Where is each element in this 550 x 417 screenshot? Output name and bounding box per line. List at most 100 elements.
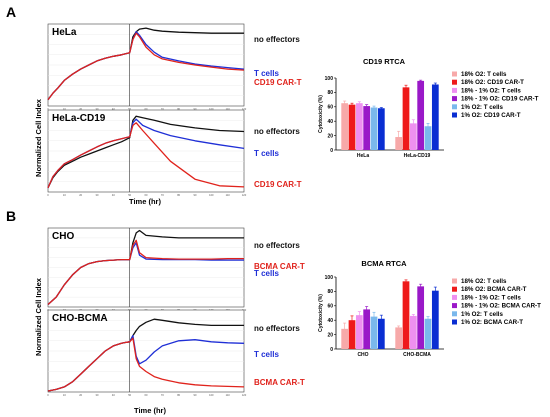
bar-1-o2-bcma-car-t-cho-bcma xyxy=(431,290,439,349)
x-tick-label: 90 xyxy=(194,107,197,111)
x-tick-label: 60 xyxy=(145,107,148,111)
curve-label-bcma-car-t: BCMA CAR-T xyxy=(254,262,305,271)
x-tick-label: 40 xyxy=(112,393,115,397)
category-label: CHO-BCMA xyxy=(403,352,431,358)
bar-18-o2-bcma-car-t-cho xyxy=(348,320,356,349)
y-tick-label: 0 xyxy=(330,148,333,154)
curve-label-cd19-car-t: CD19 CAR-T xyxy=(254,180,302,189)
x-tick-label: 80 xyxy=(177,193,180,197)
category-label: CHO xyxy=(357,352,368,358)
legend-label-1-o2-t-cells: 1% O2: T cells xyxy=(461,104,504,111)
rtca-chart-hela: 0 10 20 30 40 50 60 70 80 90 100 110 120 HeLa no effec… xyxy=(47,23,302,111)
y-tick-label: 100 xyxy=(325,275,334,281)
curve-label-no-effectors: no effectors xyxy=(254,127,300,136)
bar-1-o2-cd19-car-t-hela-cd19 xyxy=(431,84,439,150)
series-line-cd19-car-t xyxy=(47,122,245,189)
legend-label-18-1-o2-bcma-car-t: 18% - 1% O2: BCMA CAR-T xyxy=(461,303,541,310)
bar-18-1-o2-t-cells-hela-cd19 xyxy=(409,123,417,150)
plots-layer: 0 10 20 30 40 50 60 70 80 90 100 110 120 HeLa no effec… xyxy=(47,23,541,397)
bar-18-1-o2-t-cells-hela xyxy=(355,103,363,150)
legend-swatch-1-o2-bcma-car-t xyxy=(452,319,457,325)
bar-18-1-o2-t-cells-cho-bcma xyxy=(409,315,417,349)
y-tick-label: 0 xyxy=(330,347,333,353)
x-tick-label: 30 xyxy=(96,107,99,111)
y-axis-label: Cytotoxicity (%) xyxy=(318,95,324,133)
legend-label-18-1-o2-t-cells: 18% - 1% O2: T cells xyxy=(461,87,521,94)
cell-line-title: HeLa xyxy=(52,27,77,38)
rtca-b-xlabel: Time (hr) xyxy=(134,406,166,415)
curve-label-no-effectors: no effectors xyxy=(254,241,300,250)
rtca-a-xlabel: Time (hr) xyxy=(129,197,161,206)
x-tick-label: 40 xyxy=(112,107,115,111)
legend-swatch-18-1-o2-cd19-car-t xyxy=(452,96,457,102)
x-tick-label: 50 xyxy=(128,193,131,197)
curve-label-t-cells: T cells xyxy=(254,269,279,278)
legend-swatch-18-o2-cd19-car-t xyxy=(452,79,457,85)
bar-18-o2-t-cells-hela xyxy=(341,103,349,150)
bar-18-1-o2-bcma-car-t-cho-bcma xyxy=(417,286,425,349)
legend-label-18-o2-t-cells: 18% O2: T cells xyxy=(461,278,507,285)
y-tick-label: 100 xyxy=(325,76,334,82)
legend-swatch-18-o2-bcma-car-t xyxy=(452,286,457,292)
legend-label-1-o2-t-cells: 1% O2: T cells xyxy=(461,311,504,318)
bar-1-o2-t-cells-hela xyxy=(370,107,378,150)
rtca-chart-cho-bcma: 0 10 20 30 40 50 60 70 80 90 100 110 120 CHO-BCMA no e… xyxy=(47,309,305,397)
y-tick-label: 40 xyxy=(327,318,333,324)
x-tick-label: 120 xyxy=(242,193,247,197)
curve-label-t-cells: T cells xyxy=(254,69,279,78)
bar-18-o2-cd19-car-t-hela xyxy=(348,104,356,150)
bar-18-o2-t-cells-cho-bcma xyxy=(395,327,403,349)
x-tick-label: 20 xyxy=(79,107,82,111)
x-tick-label: 40 xyxy=(112,193,115,197)
legend-label-18-o2-cd19-car-t: 18% O2: CD19 CAR-T xyxy=(461,79,524,86)
legend-swatch-18-1-o2-bcma-car-t xyxy=(452,303,457,309)
rtca-b-ylabel: Normalized Cell Index xyxy=(34,277,43,356)
bar-18-1-o2-cd19-car-t-hela-cd19 xyxy=(417,80,425,150)
x-tick-label: 30 xyxy=(96,393,99,397)
x-tick-label: 50 xyxy=(128,393,131,397)
rtca-chart-hela-cd19: 0 10 20 30 40 50 60 70 80 90 100 110 120HeLa-CD19no … xyxy=(47,109,302,197)
bar-1-o2-t-cells-hela-cd19 xyxy=(424,126,432,150)
y-tick-label: 80 xyxy=(327,90,333,96)
y-tick-label: 20 xyxy=(327,133,333,139)
x-tick-label: 10 xyxy=(63,107,66,111)
x-tick-label: 20 xyxy=(79,393,82,397)
x-tick-label: 80 xyxy=(177,393,180,397)
curve-label-bcma-car-t: BCMA CAR-T xyxy=(254,378,305,387)
bar-1-o2-t-cells-cho xyxy=(370,316,378,349)
cell-line-title: CHO xyxy=(52,231,74,242)
x-tick-label: 70 xyxy=(161,107,164,111)
curve-label-no-effectors: no effectors xyxy=(254,35,300,44)
legend-swatch-18-1-o2-t-cells xyxy=(452,87,457,93)
x-tick-label: 50 xyxy=(128,107,131,111)
legend-swatch-1-o2-cd19-car-t xyxy=(452,112,457,118)
category-label: HeLa xyxy=(357,153,369,159)
legend-label-18-1-o2-t-cells: 18% - 1% O2: T cells xyxy=(461,294,521,301)
chart-title: BCMA RTCA xyxy=(361,259,407,268)
bar-18-1-o2-cd19-car-t-hela xyxy=(363,106,371,150)
x-tick-label: 120 xyxy=(242,393,247,397)
panel-letter-a: A xyxy=(6,4,16,20)
series-line-cd19-car-t xyxy=(47,32,245,101)
x-tick-label: 110 xyxy=(226,193,231,197)
cell-line-title: CHO-BCMA xyxy=(52,313,108,324)
curve-label-t-cells: T cells xyxy=(254,350,279,359)
curve-label-cd19-car-t: CD19 CAR-T xyxy=(254,78,302,87)
legend-label-1-o2-bcma-car-t: 1% O2: BCMA CAR-T xyxy=(461,319,523,326)
bar-chart-bcma-rtca: BCMA RTCA 0 20 40 60 80 100 Cytotoxicity (%) CHO… xyxy=(318,259,541,358)
bar-1-o2-t-cells-cho-bcma xyxy=(424,318,432,349)
x-tick-label: 90 xyxy=(194,393,197,397)
bar-18-o2-bcma-car-t-cho-bcma xyxy=(402,281,410,349)
y-axis-label: Cytotoxicity (%) xyxy=(318,294,324,332)
y-tick-label: 40 xyxy=(327,119,333,125)
panel-letter-b: B xyxy=(6,208,16,224)
bar-1-o2-cd19-car-t-hela xyxy=(377,108,385,150)
x-tick-label: 110 xyxy=(226,107,231,111)
legend-label-18-o2-t-cells: 18% O2: T cells xyxy=(461,71,507,78)
rtca-a-ylabel: Normalized Cell Index xyxy=(34,98,43,177)
x-tick-label: 80 xyxy=(177,107,180,111)
chart-title: CD19 RTCA xyxy=(363,57,406,66)
y-tick-label: 60 xyxy=(327,105,333,111)
x-tick-label: 60 xyxy=(145,193,148,197)
